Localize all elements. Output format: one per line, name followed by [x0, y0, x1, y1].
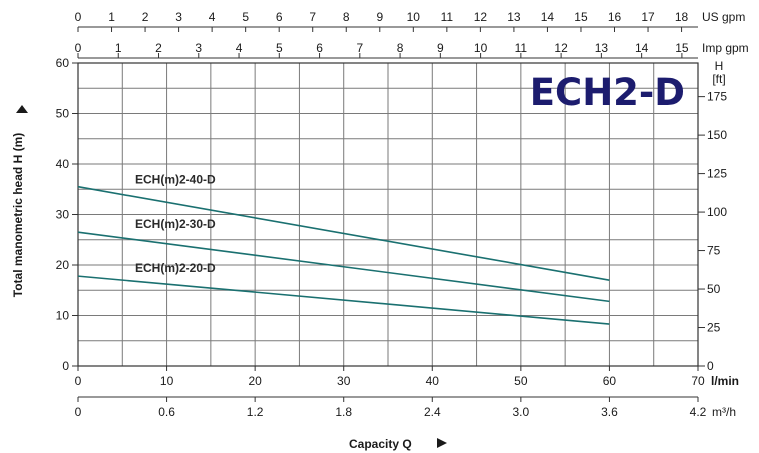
ft-axis-label-top: H — [715, 59, 724, 73]
imp-gpm-tick-label: 9 — [437, 41, 444, 55]
y-axis-arrow-icon — [16, 105, 28, 113]
us-gpm-tick-label: 18 — [675, 10, 689, 24]
ft-tick-label: 125 — [707, 167, 727, 181]
imp-gpm-tick-label: 6 — [316, 41, 323, 55]
labels-group: ECH(m)2-40-D ECH(m)2-30-D ECH(m)2-20-D — [135, 173, 216, 275]
ft-tick-label: 25 — [707, 321, 721, 335]
x-tick-label: 60 — [603, 374, 617, 388]
imp-gpm-tick-label: 12 — [554, 41, 568, 55]
us-gpm-tick-label: 6 — [276, 10, 283, 24]
imp-gpm-tick-label: 0 — [75, 41, 82, 55]
series-line — [77, 185, 610, 281]
m3h-tick-label: 0.6 — [158, 405, 175, 419]
us-gpm-tick-label: 10 — [407, 10, 421, 24]
m3h-tick-label: 1.2 — [247, 405, 264, 419]
grid — [77, 62, 699, 367]
imp-gpm-tick-label: 1 — [115, 41, 122, 55]
y-tick-label: 20 — [56, 258, 70, 272]
m3h-tick-label: 2.4 — [424, 405, 441, 419]
x-tick-label: 70 — [691, 374, 705, 388]
series-line — [77, 275, 610, 325]
us-gpm-tick-label: 5 — [242, 10, 249, 24]
x-tick-label: 50 — [514, 374, 528, 388]
us-gpm-tick-label: 15 — [574, 10, 588, 24]
imp-gpm-tick-label: 8 — [397, 41, 404, 55]
capacity-arrow-icon — [437, 438, 447, 448]
series-label: ECH(m)2-30-D — [135, 217, 216, 231]
x-tick-label: 40 — [426, 374, 440, 388]
us-gpm-tick-label: 9 — [376, 10, 383, 24]
m3h-tick-label: 4.2 — [690, 405, 707, 419]
y-tick-label: 10 — [56, 309, 70, 323]
ft-axis-label-bottom: [ft] — [712, 72, 725, 86]
m3h-tick-label: 3.0 — [513, 405, 530, 419]
y-tick-label: 50 — [56, 107, 70, 121]
y-tick-label: 30 — [56, 208, 70, 222]
m3h-tick-label: 1.8 — [335, 405, 352, 419]
imp-gpm-tick-label: 10 — [474, 41, 488, 55]
m3h-unit-label: m³/h — [712, 405, 736, 419]
y-tick-label: 60 — [56, 56, 70, 70]
y-tick-label: 0 — [62, 359, 69, 373]
imp-gpm-tick-label: 14 — [635, 41, 649, 55]
us-gpm-tick-label: 7 — [309, 10, 316, 24]
x-tick-label: 30 — [337, 374, 351, 388]
us-gpm-tick-label: 1 — [108, 10, 115, 24]
us-gpm-tick-label: 13 — [507, 10, 521, 24]
x-tick-label: 0 — [75, 374, 82, 388]
x-tick-label: 10 — [160, 374, 174, 388]
imp-gpm-tick-label: 7 — [356, 41, 363, 55]
ft-tick-label: 50 — [707, 282, 721, 296]
capacity-title: Capacity Q — [349, 437, 412, 451]
ft-tick-label: 75 — [707, 244, 721, 258]
imp-gpm-tick-label: 11 — [515, 41, 528, 55]
imp-gpm-tick-label: 5 — [276, 41, 283, 55]
imp-gpm-unit-label: Imp gpm — [702, 41, 749, 55]
x-tick-label: 20 — [248, 374, 262, 388]
imp-gpm-tick-label: 3 — [195, 41, 202, 55]
ft-tick-label: 100 — [707, 205, 727, 219]
us-gpm-tick-label: 4 — [209, 10, 216, 24]
us-gpm-tick-label: 17 — [641, 10, 655, 24]
imp-gpm-tick-label: 15 — [675, 41, 689, 55]
us-gpm-tick-label: 0 — [75, 10, 82, 24]
us-gpm-tick-label: 16 — [608, 10, 622, 24]
y-tick-label: 40 — [56, 157, 70, 171]
us-gpm-unit-label: US gpm — [702, 10, 745, 24]
us-gpm-tick-label: 2 — [142, 10, 149, 24]
us-gpm-tick-label: 14 — [541, 10, 555, 24]
ft-tick-label: 150 — [707, 128, 727, 142]
chart-title: ECH2-D — [530, 71, 685, 114]
series-group — [77, 185, 610, 325]
ft-tick-label: 0 — [707, 359, 714, 373]
y-axis-title: Total manometric head H (m) — [11, 133, 25, 297]
us-gpm-tick-label: 11 — [441, 10, 454, 24]
us-gpm-tick-label: 12 — [474, 10, 488, 24]
us-gpm-tick-label: 8 — [343, 10, 350, 24]
x-unit-label: l/min — [711, 374, 739, 388]
imp-gpm-tick-label: 4 — [236, 41, 243, 55]
m3h-tick-label: 0 — [75, 405, 82, 419]
ft-tick-label: 175 — [707, 90, 727, 104]
us-gpm-tick-label: 3 — [175, 10, 182, 24]
m3h-tick-label: 3.6 — [601, 405, 618, 419]
series-label: ECH(m)2-20-D — [135, 261, 216, 275]
imp-gpm-tick-label: 2 — [155, 41, 162, 55]
imp-gpm-tick-label: 13 — [595, 41, 609, 55]
series-label: ECH(m)2-40-D — [135, 173, 216, 187]
series-line — [77, 231, 610, 303]
